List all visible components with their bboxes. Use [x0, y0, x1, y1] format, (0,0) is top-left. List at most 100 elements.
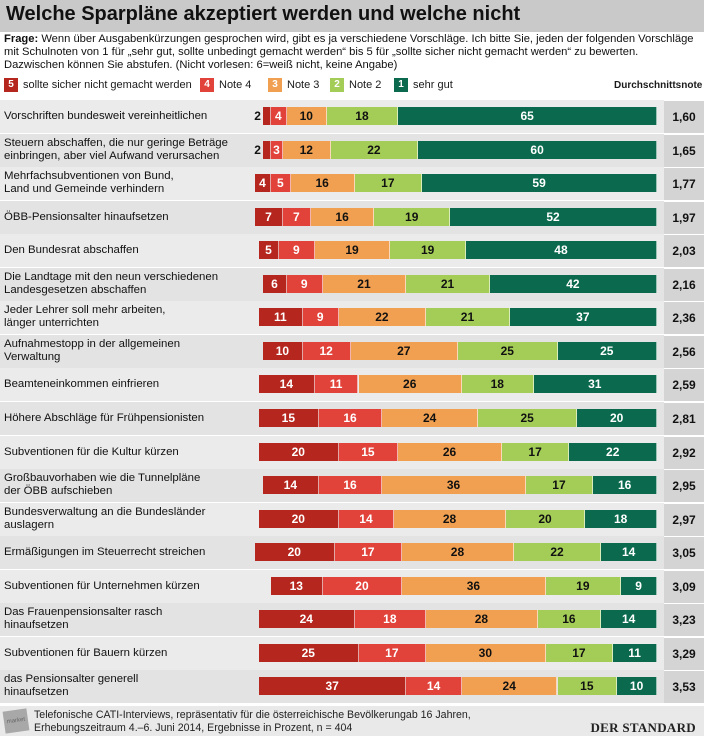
footer: market Telefonische CATI-Interviews, rep…: [0, 706, 704, 736]
data-label-note-2: 19: [576, 579, 590, 593]
bar-segment-note-2: 17: [501, 443, 570, 461]
question-body: Wenn über Ausgabenkürzungen gesprochen w…: [4, 33, 694, 72]
bar-segment-note-4: 9: [302, 308, 339, 326]
chart-row: Bundesverwaltung an die Bundesländer ausl…: [0, 503, 704, 536]
bar-segment-note-3: 22: [338, 308, 427, 326]
data-label-note-4: 4: [275, 109, 282, 123]
data-label-note-5: 6: [271, 277, 278, 291]
data-label-note-3: 36: [446, 478, 461, 492]
data-label-note-4: 9: [292, 243, 300, 257]
legend-swatch-note-5: 5: [4, 78, 18, 92]
category-label: Den Bundesrat abschaffen: [4, 244, 139, 256]
data-label-note-2: 20: [538, 512, 552, 526]
bar-segment-note-3: 28: [402, 543, 514, 561]
bar-segment-note-1: 18: [585, 510, 657, 528]
bar-segment-note-3: 36: [382, 476, 526, 494]
footnote-line-2: Erhebungszeitraum 4.–6. Juni 2014, Ergeb…: [34, 721, 353, 734]
category-label: Jeder Lehrer soll mehr arbeiten, länger u…: [4, 304, 166, 329]
bar-segment-note-3: 21: [322, 275, 407, 293]
data-label-note-5: 11: [274, 310, 287, 324]
category-label: Aufnahmestopp in der allgemeinen Verwaltu…: [4, 338, 181, 363]
bar-segment-note-3: 27: [350, 342, 458, 360]
average-value: 1,77: [672, 177, 696, 191]
bar-segment-note-3: 24: [382, 409, 478, 427]
data-label-note-5: 5: [265, 243, 272, 257]
bar-segment-note-5: 14: [262, 476, 319, 494]
data-label-note-1: 10: [629, 679, 644, 693]
legend-item-note-1: 1 sehr gut: [394, 77, 453, 93]
legend-label-note-3: Note 3: [287, 79, 320, 91]
legend-item-note-5: 5 sollte sicher nicht gemacht werden: [4, 77, 192, 93]
bar-segment-note-1: 52: [450, 208, 657, 226]
average-cell: 2,56: [664, 335, 704, 368]
average-cell: 3,53: [664, 670, 704, 703]
legend-item-note-3: 3 Note 3: [268, 77, 319, 93]
data-label-note-3: 24: [422, 411, 437, 425]
bar-segment-note-3: 16: [290, 174, 355, 192]
bar-segment-note-1: 31: [533, 375, 657, 393]
bar-segment-note-5: 15: [259, 409, 319, 427]
chart-row: Subventionen für Bauern kürzen 25 17 30 17 11…: [0, 637, 704, 670]
bar-segment-note-4: 17: [358, 644, 427, 662]
data-label-note-3: 10: [299, 109, 313, 123]
bar-segment-note-4: 9: [278, 241, 315, 259]
category-label: Höhere Abschläge für Frühpensionisten: [4, 412, 205, 424]
data-label-note-2: 17: [552, 478, 566, 492]
data-label-note-4: 15: [361, 445, 375, 459]
data-label-note-5: 2: [254, 143, 261, 157]
data-label-note-4: 16: [343, 478, 357, 492]
data-label-note-3: 22: [375, 310, 389, 324]
bar-segment-note-3: 28: [426, 610, 538, 628]
data-label-note-1: 22: [606, 445, 620, 459]
data-label-note-2: 17: [381, 176, 395, 190]
average-cell: 2,97: [664, 503, 704, 536]
legend-swatch-note-3: 3: [268, 78, 282, 92]
bar-segment-note-5: 6: [262, 275, 287, 293]
bar-segment-note-1: 9: [621, 577, 657, 595]
category-label: Die Landtage mit den neun verschiedenen L…: [4, 271, 219, 296]
chart-row: Die Landtage mit den neun verschiedenen L…: [0, 268, 704, 301]
bar-segment-note-1: 22: [569, 443, 657, 461]
data-label-note-3: 21: [357, 277, 371, 291]
average-cell: 2,59: [664, 368, 704, 401]
data-label-note-1: 20: [610, 411, 624, 425]
data-label-note-4: 9: [316, 310, 324, 324]
data-label-note-2: 22: [550, 545, 564, 559]
data-label-note-1: 48: [554, 243, 568, 257]
average-cell: 3,05: [664, 536, 704, 569]
data-label-note-5: 37: [325, 679, 339, 693]
data-label-note-1: 11: [628, 646, 641, 660]
bar-segment-note-2: 19: [374, 208, 451, 226]
average-value: 1,97: [672, 211, 696, 225]
bar-segment-note-2: 21: [406, 275, 490, 293]
average-cell: 2,03: [664, 234, 704, 267]
bar-segment-note-1: 60: [418, 141, 657, 159]
bar-segment-note-1: 48: [465, 241, 657, 259]
average-value: 3,09: [672, 580, 696, 594]
bar-segment-note-3: 24: [461, 677, 558, 695]
market-stamp-logo: market: [2, 708, 30, 734]
legend-swatch-note-2: 2: [330, 78, 344, 92]
data-label-note-4: 14: [426, 679, 441, 693]
data-label-note-1: 42: [566, 277, 580, 291]
bar-segment-note-3: 26: [398, 443, 502, 461]
data-label-note-1: 16: [617, 478, 632, 492]
bar-segment-note-2: 20: [505, 510, 586, 528]
bar-segment-note-4: 9: [286, 275, 323, 293]
bar-segment-note-3: 16: [310, 208, 375, 226]
bar-segment-note-5: 25: [259, 644, 359, 662]
category-label: Mehrfachsubventionen von Bund, Land und G…: [4, 170, 174, 195]
data-label-note-1: 59: [532, 176, 546, 190]
average-value: 2,16: [672, 278, 696, 292]
bar-segment-note-3: 30: [426, 644, 546, 662]
bar-segment-note-1: 42: [489, 275, 657, 293]
bar-segment-note-4: 18: [354, 610, 427, 628]
bar-segment-note-4: 15: [338, 443, 399, 461]
legend: 5 sollte sicher nicht gemacht werden 4 Note…: [4, 77, 464, 93]
data-label-note-5: 24: [299, 612, 313, 626]
data-label-note-1: 14: [621, 545, 636, 559]
data-label-note-1: 37: [576, 310, 590, 324]
average-value: 2,56: [672, 345, 696, 359]
data-label-note-3: 36: [466, 579, 481, 593]
average-value: 3,23: [672, 613, 696, 627]
